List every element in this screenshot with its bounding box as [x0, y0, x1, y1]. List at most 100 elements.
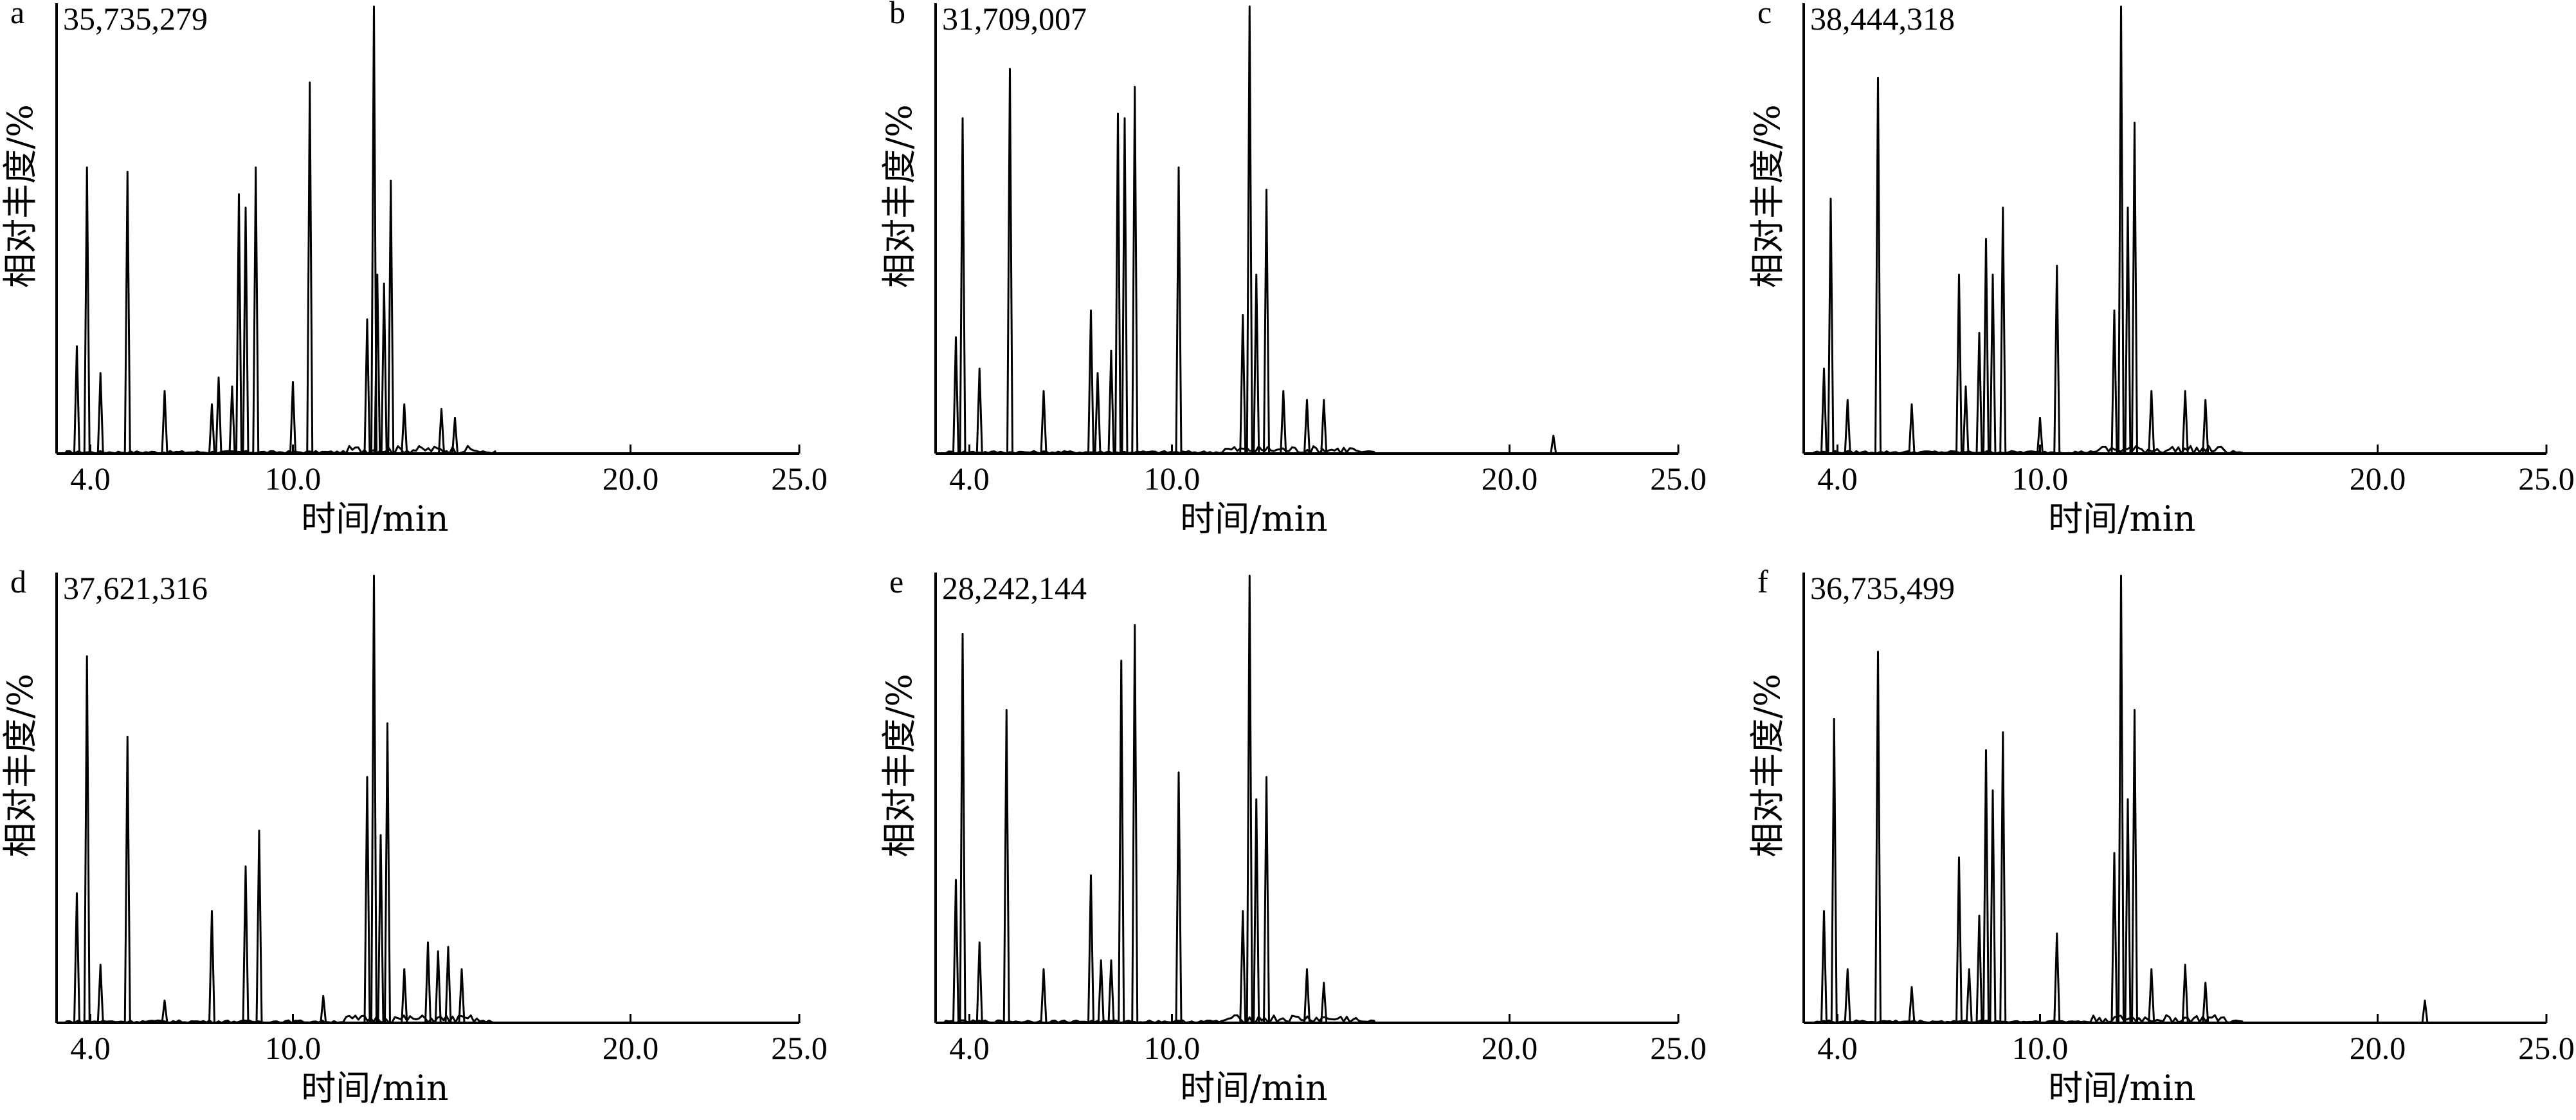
chromatogram-peak — [289, 381, 296, 454]
chromatogram-peak — [434, 950, 442, 1024]
chromatogram-peak — [2202, 981, 2209, 1024]
panel-label: c — [1757, 0, 1772, 30]
chromatogram-peak — [1844, 968, 1851, 1024]
chromatogram-peak — [1989, 273, 1997, 454]
x-tick-label: 20.0 — [1482, 461, 1538, 497]
chromatogram-peak — [959, 117, 966, 454]
y-axis-title: 相对丰度/% — [879, 674, 920, 858]
chromatogram-peak — [975, 941, 983, 1024]
chromatogram-peak — [952, 879, 959, 1024]
chromatogram-peak — [306, 81, 314, 454]
chromatogram-peak — [73, 345, 80, 454]
x-tick-label: 4.0 — [70, 1030, 111, 1066]
chromatogram-peak — [1820, 367, 1828, 454]
chromatogram-peak — [1131, 86, 1139, 454]
chromatogram-peak — [1989, 789, 1997, 1024]
chromatogram-peak — [1097, 959, 1105, 1024]
chromatogram-peak — [1874, 650, 1882, 1024]
x-tick-label: 10.0 — [2012, 1030, 2069, 1066]
chromatogram-peak — [458, 968, 466, 1024]
chromatogram-peak — [123, 170, 131, 454]
chromatogram-peak — [252, 166, 260, 454]
x-axis-title: 时间/min — [2048, 1068, 2195, 1108]
chromatogram-peak — [363, 318, 371, 454]
chromatogram-peak — [2202, 399, 2209, 454]
x-axis-title: 时间/min — [1180, 1068, 1327, 1108]
x-axis-title: 时间/min — [301, 499, 448, 539]
chromatogram-peak — [959, 632, 966, 1024]
chromatogram-peak — [1827, 197, 1835, 454]
x-tick-label: 4.0 — [949, 1030, 990, 1066]
x-tick-label: 20.0 — [2350, 1030, 2406, 1066]
chromatogram-peak — [161, 390, 168, 454]
chromatogram-peak — [2421, 999, 2429, 1024]
chromatogram-peak — [235, 193, 242, 454]
chromatogram-peak — [374, 273, 381, 454]
y-axis-title: 相对丰度/% — [0, 104, 41, 288]
chromatogram-peak — [2110, 309, 2118, 454]
chromatogram-peak — [2181, 390, 2189, 454]
chromatogram-peak — [1263, 776, 1270, 1024]
chromatogram-peak — [1253, 273, 1260, 454]
baseline-noise — [64, 445, 496, 455]
x-tick-label: 20.0 — [603, 1030, 659, 1066]
chromatogram-peak — [1303, 968, 1311, 1024]
chromatogram-peak — [161, 999, 168, 1024]
chromatogram-peak — [320, 995, 327, 1024]
chromatogram-peak — [384, 722, 391, 1024]
chromatogram-peak — [2053, 264, 2061, 454]
chromatogram-peak — [96, 964, 104, 1024]
chromatogram-peak — [208, 910, 215, 1024]
x-tick-label: 10.0 — [2012, 461, 2069, 497]
x-tick-label: 10.0 — [1144, 461, 1201, 497]
chromatogram-peak — [96, 372, 104, 454]
chromatogram-peak — [1844, 399, 1851, 454]
panel-label: a — [10, 0, 24, 30]
chromatogram-peak — [1908, 986, 1916, 1024]
x-tick-label: 25.0 — [771, 1030, 828, 1066]
x-tick-label: 4.0 — [1817, 1030, 1858, 1066]
panel-label: d — [10, 564, 26, 600]
chromatogram-peak — [377, 834, 385, 1024]
chromatogram-peak — [73, 892, 80, 1024]
chromatogram-peak — [1087, 309, 1094, 454]
chromatogram-peak — [1246, 5, 1253, 454]
x-tick-label: 4.0 — [70, 461, 111, 497]
x-tick-label: 25.0 — [1650, 461, 1707, 497]
chromatogram-peak — [370, 574, 377, 1024]
chromatogram-peak — [438, 408, 445, 454]
chromatogram-peak — [2181, 964, 2189, 1024]
chromatogram-panel-f: 4.0 10.0 20.0 25.0 f 36,735,499 时间/min 相对丰度/% — [1747, 564, 2575, 1108]
chromatogram-peak — [242, 207, 249, 454]
chromatogram-peak — [1982, 749, 1990, 1024]
chromatogram-peak — [1087, 874, 1094, 1024]
chromatogram-peak — [1280, 390, 1287, 454]
x-tick-label: 4.0 — [1817, 461, 1858, 497]
chromatogram-peak — [228, 385, 236, 454]
chromatogram-peak — [2118, 574, 2125, 1024]
chromatogram-panel-e: 4.0 10.0 20.0 25.0 e 28,242,144 时间/min 相对丰度/% — [879, 564, 1707, 1108]
chromatogram-peak — [1303, 399, 1311, 454]
x-tick-label: 20.0 — [1482, 1030, 1538, 1066]
chromatogram-panel-b: 4.0 10.0 20.0 25.0 b 31,709,007 时间/min 相对丰度/% — [879, 0, 1707, 539]
chromatogram-peak — [1874, 77, 1882, 454]
chromatogram-peak — [1175, 166, 1183, 454]
x-tick-label: 25.0 — [2518, 461, 2575, 497]
baseline-noise — [1811, 445, 2244, 455]
chromatogram-peak — [1830, 717, 1838, 1024]
chromatogram-peak — [83, 166, 91, 454]
x-tick-label: 25.0 — [1650, 1030, 1707, 1066]
chromatogram-peak — [370, 5, 377, 454]
chromatogram-peak — [1975, 914, 1983, 1024]
chromatogram-peak — [2110, 852, 2118, 1024]
chromatogram-peak — [1982, 237, 1990, 454]
chromatogram-peak — [952, 336, 959, 454]
chromatogram-peak — [1999, 207, 2007, 454]
max-intensity-label: 28,242,144 — [942, 570, 1087, 606]
x-tick-label: 20.0 — [603, 461, 659, 497]
chromatogram-peak — [2053, 932, 2061, 1024]
max-intensity-label: 36,735,499 — [1810, 570, 1955, 606]
chromatogram-peak — [1114, 113, 1121, 454]
chromatogram-peak — [1253, 798, 1260, 1024]
